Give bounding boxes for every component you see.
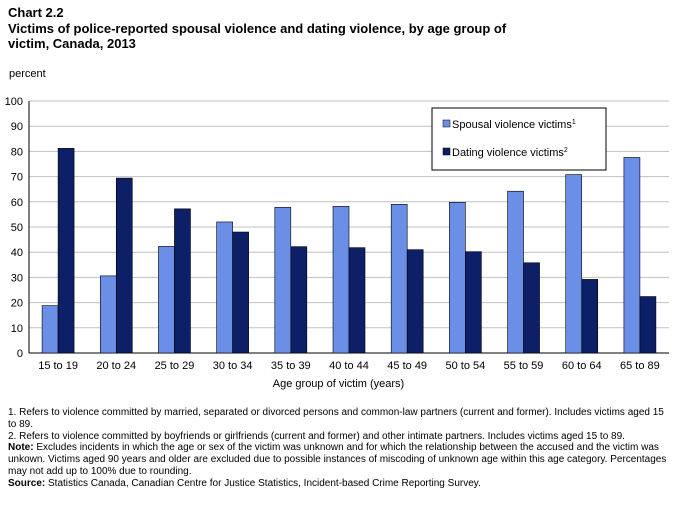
legend-swatch: [442, 119, 451, 128]
legend-swatch: [442, 147, 451, 156]
x-tick-label: 35 to 39: [271, 360, 311, 372]
source: Source: Statistics Canada, Canadian Cent…: [8, 478, 670, 490]
bar-dating: [465, 251, 482, 354]
x-tick-label: 20 to 24: [96, 360, 136, 372]
bar-spousal: [274, 207, 292, 354]
bar-spousal: [623, 157, 641, 354]
bar-dating: [174, 208, 191, 354]
bar-dating: [348, 247, 366, 354]
bar-dating: [290, 246, 308, 354]
y-tick-label: 60: [11, 197, 23, 209]
x-tick-label: 60 to 64: [562, 360, 602, 372]
bar-dating: [639, 296, 657, 354]
x-tick-label: 40 to 44: [329, 360, 369, 372]
y-tick-label: 100: [5, 96, 23, 108]
legend-label: Spousal violence victims1: [452, 119, 576, 131]
bar-dating: [523, 262, 540, 354]
x-tick-label: 55 to 59: [504, 360, 544, 372]
y-tick-label: 70: [11, 172, 23, 184]
y-tick-label: 90: [11, 121, 23, 133]
chart-number: Chart 2.2: [8, 5, 64, 20]
x-axis-label: Age group of victim (years): [272, 378, 405, 390]
bar-spousal: [507, 190, 524, 354]
bar-spousal: [41, 305, 59, 354]
footnote-2: 2. Refers to violence committed by boyfr…: [8, 430, 625, 442]
bar-spousal: [565, 174, 583, 354]
bar-spousal: [216, 221, 233, 354]
legend-label: Dating violence victims2: [452, 147, 568, 159]
bar-spousal: [332, 206, 350, 354]
x-tick-label: 25 to 29: [155, 360, 195, 372]
legend-box: [431, 107, 607, 171]
bar-spousal: [99, 275, 117, 354]
bar-dating: [57, 148, 75, 354]
footnote-1: 1. Refers to violence committed by marri…: [8, 407, 664, 430]
bar-dating: [406, 249, 424, 354]
y-tick-label: 40: [11, 247, 23, 259]
footnotes: 1. Refers to violence committed by marri…: [8, 407, 670, 490]
x-tick-label: 65 to 89: [620, 360, 660, 372]
bar-dating: [581, 279, 599, 354]
x-tick-label: 50 to 54: [445, 360, 485, 372]
note-text: Excludes incidents in which the age or s…: [8, 442, 667, 477]
source-label: Source:: [8, 477, 46, 489]
y-axis-label: percent: [9, 68, 46, 80]
bar-dating: [232, 231, 249, 354]
y-tick-label: 0: [17, 348, 23, 360]
bar-dating: [115, 177, 133, 354]
x-tick-label: 30 to 34: [213, 360, 253, 372]
chart-header: Chart 2.2 Victims of police-reported spo…: [8, 5, 668, 51]
note-label: Note:: [8, 442, 34, 454]
y-tick-label: 30: [11, 272, 23, 284]
y-tick-label: 80: [11, 146, 23, 158]
x-tick-label: 15 to 19: [38, 360, 78, 372]
y-tick-label: 20: [11, 298, 23, 310]
bar-spousal: [449, 202, 466, 354]
chart-title: Victims of police-reported spousal viole…: [8, 21, 507, 51]
bar-spousal: [390, 204, 408, 354]
bar-chart: 0 10 20 30 40 50 60 70 80 90 100 15 to 19 20 to 24 25…: [5, 96, 669, 372]
bar-spousal: [158, 246, 175, 354]
y-tick-label: 50: [11, 222, 23, 234]
x-tick-label: 45 to 49: [387, 360, 427, 372]
note: Note: Excludes incidents in which the ag…: [8, 442, 670, 477]
y-tick-label: 10: [11, 323, 23, 335]
source-text: Statistics Canada, Canadian Centre for J…: [45, 477, 481, 489]
